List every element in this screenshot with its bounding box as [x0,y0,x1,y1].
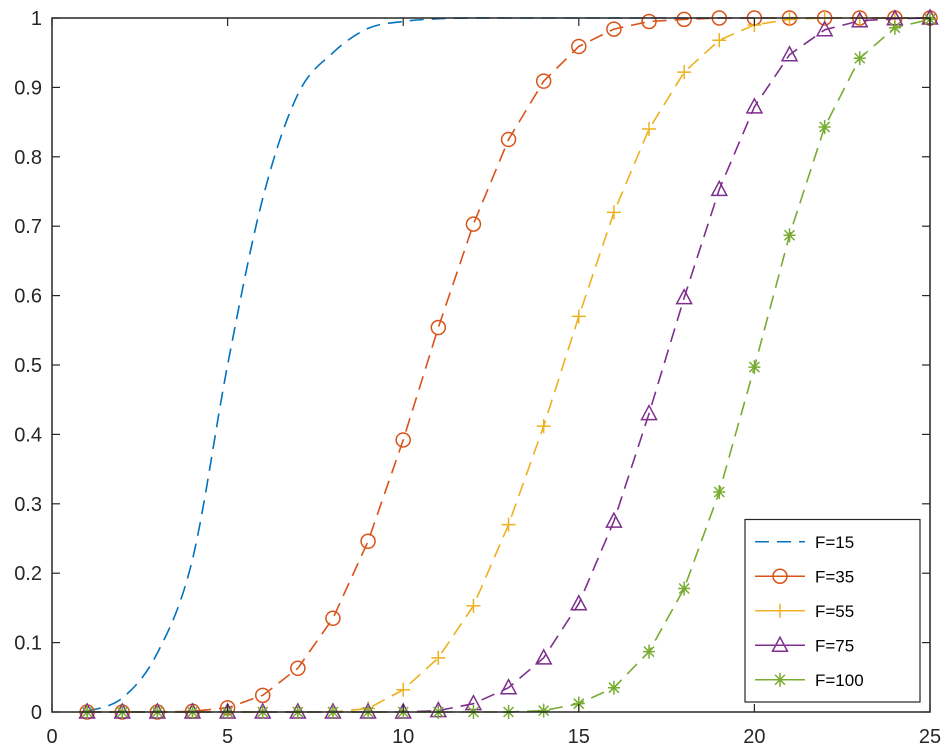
x-tick-label: 0 [46,726,57,748]
data-point [395,432,411,448]
data-point [782,12,797,27]
data-point [642,122,657,137]
data-point [783,228,796,243]
data-point [643,644,656,659]
legend-entry: F=100 [755,671,864,690]
legend-label: F=35 [815,567,854,586]
y-tick-label: 0.1 [14,633,42,655]
series-f-15 [86,17,930,713]
data-point [748,360,761,375]
legend-entry: F=75 [755,635,854,655]
data-point [606,205,621,220]
data-point [465,216,482,232]
y-tick-label: 0.2 [14,563,42,585]
data-point [713,485,726,500]
data-point [325,610,341,627]
data-point [605,511,623,528]
legend-label: F=100 [815,671,864,690]
y-tick-label: 1 [31,8,42,30]
data-point [254,687,271,704]
data-point [640,403,658,421]
data-point [500,131,517,148]
data-point [641,13,657,30]
data-point [678,581,691,596]
data-point [396,682,411,697]
data-point [745,97,764,114]
y-tick-label: 0.9 [14,77,42,99]
data-point [466,598,481,613]
legend: F=15 F=35 F=55 F=75 F=100 [744,518,921,703]
data-point [710,179,729,197]
data-point [851,11,869,28]
legend-marker-sample [774,672,786,687]
data-point [712,33,727,48]
legend-entry: F=55 [755,602,854,621]
data-point [536,419,551,434]
y-tick-label: 0.7 [14,216,42,238]
legend-marker-sample [772,568,788,584]
data-point [360,533,376,550]
legend-label: F=75 [815,636,854,655]
data-point [431,650,446,665]
data-point [853,51,866,66]
legend-entry: F=15 [755,533,854,552]
data-point [535,73,552,89]
y-tick-label: 0.3 [14,494,42,516]
legend-label: F=55 [815,602,854,621]
y-tick-label: 0.4 [14,424,42,446]
series-line [86,17,930,713]
y-tick-label: 0.6 [14,286,42,308]
x-tick-label: 15 [568,726,590,748]
data-point [572,696,585,711]
data-point [537,703,550,718]
legend-entry: F=35 [755,567,854,586]
data-point [818,119,831,134]
data-point [780,45,799,62]
x-tick-label: 5 [222,726,233,748]
data-point [815,20,834,37]
x-tick-label: 10 [392,726,414,748]
data-point [607,680,620,695]
legend-marker-sample [771,635,789,652]
data-point [676,11,692,28]
data-point [888,20,901,35]
x-tick-label: 25 [919,726,941,748]
data-point [606,21,622,37]
data-point [570,594,588,611]
axis-ticks: 0 5 10 15 20 25 0 0.1 0.2 0.3 0.4 0.5 0.6 0.7 0.8 0.9 1 [14,8,941,748]
data-point [677,65,692,80]
legend-label: F=15 [815,533,854,552]
data-point [430,319,447,336]
y-tick-label: 0 [31,702,42,724]
x-tick-label: 20 [743,726,765,748]
data-point [571,38,587,55]
data-point [675,288,693,305]
data-point [501,517,516,532]
y-tick-label: 0.5 [14,355,42,377]
data-point [290,660,306,677]
data-point [534,648,553,665]
legend-marker-sample [773,603,787,618]
y-tick-label: 0.8 [14,147,42,169]
data-point [499,678,518,695]
data-point [571,309,586,324]
